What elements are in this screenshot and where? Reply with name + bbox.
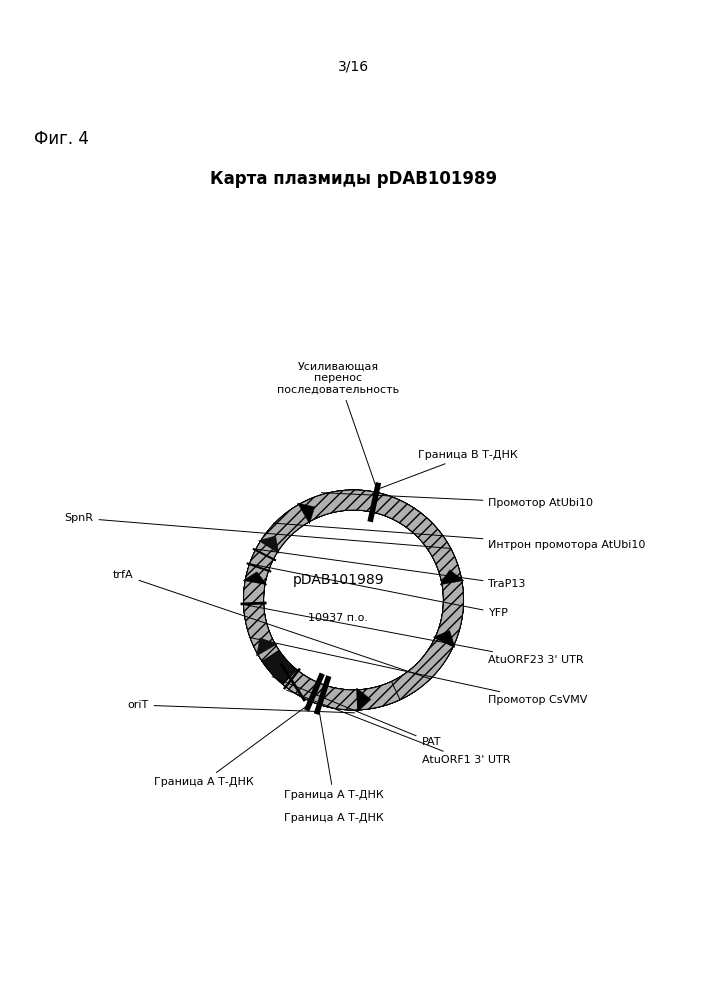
Polygon shape [257, 638, 277, 656]
Text: 3/16: 3/16 [338, 60, 369, 74]
Text: Граница В Т-ДНК: Граница В Т-ДНК [380, 450, 518, 488]
Polygon shape [244, 490, 464, 710]
Text: Граница А Т-ДНК: Граница А Т-ДНК [284, 710, 383, 800]
Text: Усиливающая
перенос
последовательность: Усиливающая перенос последовательность [277, 362, 399, 487]
Polygon shape [244, 490, 464, 710]
Polygon shape [243, 572, 267, 585]
Text: Граница А Т-ДНК: Граница А Т-ДНК [284, 813, 383, 823]
Text: SpnR: SpnR [64, 513, 451, 548]
Text: trfA: trfA [113, 570, 431, 679]
Polygon shape [298, 503, 315, 524]
Text: AtuORF1 3' UTR: AtuORF1 3' UTR [286, 690, 510, 765]
Text: AtuORF23 3' UTR: AtuORF23 3' UTR [243, 604, 584, 665]
Text: Интрон промотора AtUbi10: Интрон промотора AtUbi10 [274, 523, 646, 550]
Polygon shape [243, 490, 464, 710]
Text: PAT: PAT [272, 677, 441, 747]
Text: YFP: YFP [250, 564, 508, 618]
Polygon shape [356, 688, 371, 712]
Text: Промотор CsVMV: Промотор CsVMV [250, 637, 588, 705]
Polygon shape [243, 490, 464, 710]
Polygon shape [440, 570, 464, 585]
Polygon shape [243, 490, 464, 710]
Polygon shape [259, 536, 279, 553]
Text: TraP13: TraP13 [255, 549, 526, 589]
Polygon shape [243, 490, 464, 710]
Text: 10937 п.о.: 10937 п.о. [308, 613, 368, 623]
Text: Карта плазмиды pDAB101989: Карта плазмиды pDAB101989 [210, 170, 497, 188]
Text: Промотор AtUbi10: Промотор AtUbi10 [322, 493, 593, 508]
Polygon shape [392, 638, 453, 700]
Text: Граница А Т-ДНК: Граница А Т-ДНК [153, 706, 307, 787]
Polygon shape [433, 630, 455, 647]
Text: pDAB101989: pDAB101989 [293, 573, 385, 587]
Text: Фиг. 4: Фиг. 4 [33, 130, 88, 148]
Text: oriT: oriT [127, 700, 355, 713]
